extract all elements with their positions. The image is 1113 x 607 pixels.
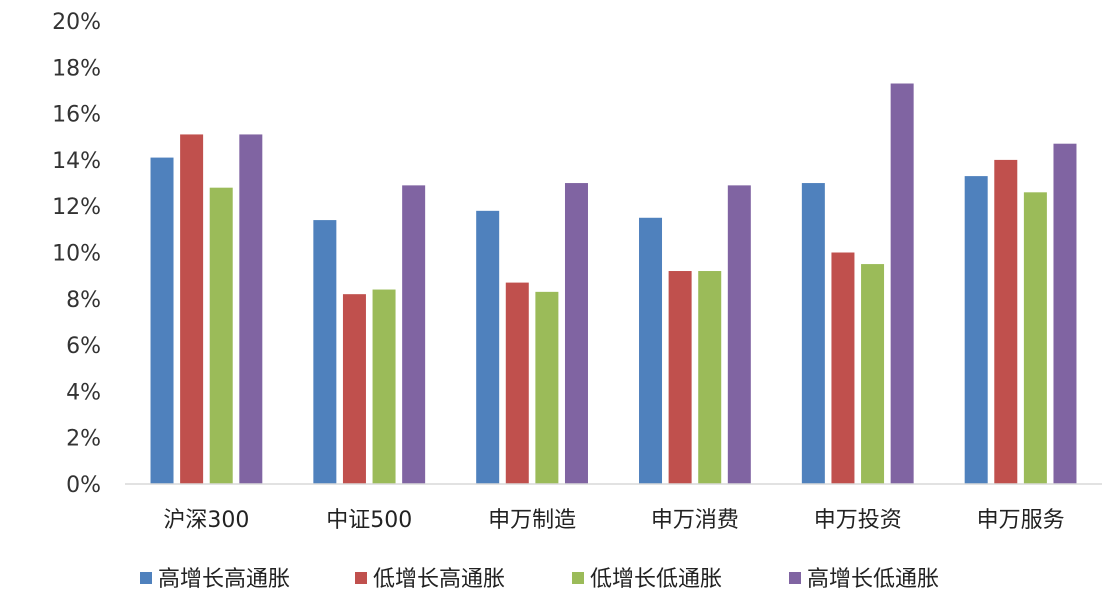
bar xyxy=(994,159,1018,484)
legend-item: 低增长低通胀 xyxy=(572,567,722,592)
bar xyxy=(535,291,559,484)
y-tick-label: 10% xyxy=(52,242,101,267)
y-tick-label: 0% xyxy=(66,473,101,498)
y-tick-label: 12% xyxy=(52,195,101,220)
bar xyxy=(476,210,500,484)
y-tick-label: 2% xyxy=(66,427,101,452)
bar xyxy=(564,183,588,485)
x-tick-label: 沪深300 xyxy=(163,508,249,533)
bar xyxy=(505,282,529,484)
legend-item: 低增长高通胀 xyxy=(355,567,505,592)
bar xyxy=(801,183,825,485)
y-tick-label: 16% xyxy=(52,103,101,128)
bars-group xyxy=(150,83,1077,485)
legend-swatch xyxy=(572,572,584,584)
bar xyxy=(372,289,396,484)
legend-swatch xyxy=(789,572,801,584)
bar xyxy=(239,134,263,484)
legend-label: 高增长低通胀 xyxy=(807,567,939,592)
bar xyxy=(1023,192,1047,484)
bar xyxy=(209,187,233,484)
legend-label: 高增长高通胀 xyxy=(158,567,290,592)
y-axis-ticks: 0% 2% 4% 6% 8% 10% 12% 14% 16% 18% 20% xyxy=(52,10,101,498)
y-tick-label: 20% xyxy=(52,10,101,35)
legend: 高增长高通胀 低增长高通胀 低增长低通胀 高增长低通胀 xyxy=(140,567,939,592)
bar xyxy=(668,271,692,484)
y-tick-label: 14% xyxy=(52,149,101,174)
bar xyxy=(831,252,855,484)
legend-item: 高增长低通胀 xyxy=(789,567,939,592)
bar xyxy=(890,83,914,484)
bar xyxy=(964,176,988,485)
bar xyxy=(342,294,366,484)
x-axis-ticks: 沪深300 中证500 申万制造 申万消费 申万投资 申万服务 xyxy=(163,508,1064,533)
x-tick-label: 申万投资 xyxy=(814,508,902,533)
bar xyxy=(639,217,663,484)
legend-label: 低增长低通胀 xyxy=(590,567,722,592)
x-tick-label: 申万消费 xyxy=(651,508,739,533)
bar xyxy=(727,185,751,485)
bar xyxy=(402,185,426,485)
x-tick-label: 申万服务 xyxy=(977,508,1065,533)
legend-swatch xyxy=(140,572,152,584)
y-tick-label: 8% xyxy=(66,288,101,313)
bar xyxy=(180,134,204,484)
bar xyxy=(1053,143,1077,484)
x-tick-label: 申万制造 xyxy=(488,508,576,533)
bar xyxy=(313,220,337,484)
legend-item: 高增长高通胀 xyxy=(140,567,290,592)
x-tick-label: 中证500 xyxy=(326,508,412,533)
bar xyxy=(861,264,885,484)
bar xyxy=(150,157,174,484)
y-tick-label: 6% xyxy=(66,334,101,359)
y-tick-label: 18% xyxy=(52,56,101,81)
bar xyxy=(698,271,722,484)
y-tick-label: 4% xyxy=(66,380,101,405)
legend-label: 低增长高通胀 xyxy=(373,567,505,592)
legend-swatch xyxy=(355,572,367,584)
